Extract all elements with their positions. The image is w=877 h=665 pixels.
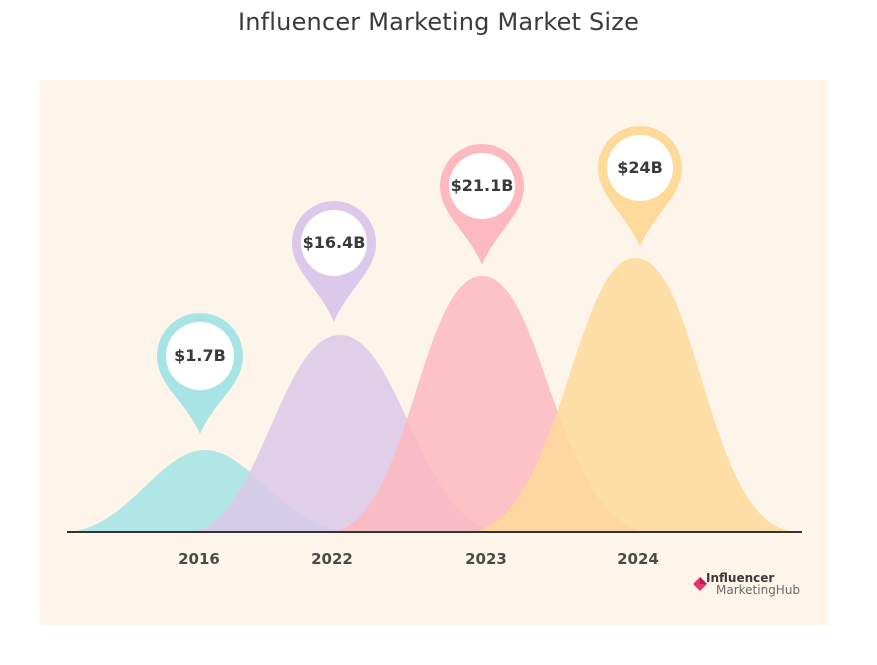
x-tick-2023: 2023 <box>465 550 507 568</box>
logo-line-1: Influencer <box>706 571 775 585</box>
pin-2024 <box>598 126 682 247</box>
x-tick-2022: 2022 <box>311 550 353 568</box>
logo-mark-icon <box>693 577 707 591</box>
value-label-2022: $16.4B <box>302 233 366 252</box>
pin-2016 <box>157 312 244 434</box>
value-label-2016: $1.7B <box>174 346 226 365</box>
pin-2023 <box>440 144 524 265</box>
x-tick-2024: 2024 <box>617 550 659 568</box>
pin-2022 <box>292 201 376 322</box>
value-label-2023: $21.1B <box>450 176 514 195</box>
brand-logo: Influencer MarketingHub <box>693 572 803 602</box>
curve-2024 <box>470 258 795 532</box>
value-label-2024: $24B <box>617 158 663 177</box>
x-tick-2016: 2016 <box>178 550 220 568</box>
logo-line-2: MarketingHub <box>716 583 801 597</box>
chart-title: Influencer Marketing Market Size <box>237 8 640 36</box>
